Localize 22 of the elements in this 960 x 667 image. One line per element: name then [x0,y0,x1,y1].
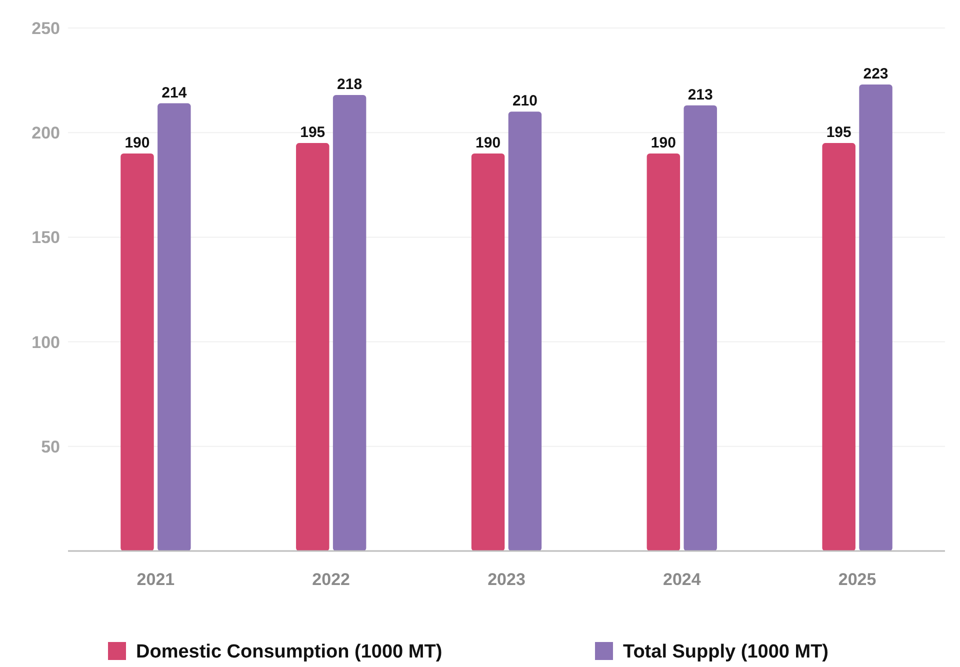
data-label: 195 [300,124,326,142]
y-tick-label: 250 [32,18,60,38]
x-tick-label: 2024 [662,570,702,589]
data-label: 190 [476,134,501,152]
y-tick-label: 200 [32,124,60,143]
data-label: 190 [124,134,150,152]
data-label: 195 [826,124,852,142]
x-tick-label: 2025 [838,570,876,589]
data-label: 210 [512,92,538,110]
y-tick-label: 50 [41,437,60,456]
data-label: 218 [337,76,362,93]
x-tick-label: 2023 [488,570,526,589]
legend-label: Total Supply (1000 MT) [623,642,829,663]
x-tick-label: 2021 [136,570,175,589]
y-tick-label: 150 [32,228,60,248]
data-label: 223 [863,65,888,82]
y-tick-label: 100 [32,332,60,352]
legend-label: Domestic Consumption (1000 MT) [136,642,442,663]
data-label: 213 [688,86,713,104]
data-label: 214 [162,84,188,102]
x-tick-label: 2022 [312,570,350,589]
data-label: 190 [650,134,676,152]
